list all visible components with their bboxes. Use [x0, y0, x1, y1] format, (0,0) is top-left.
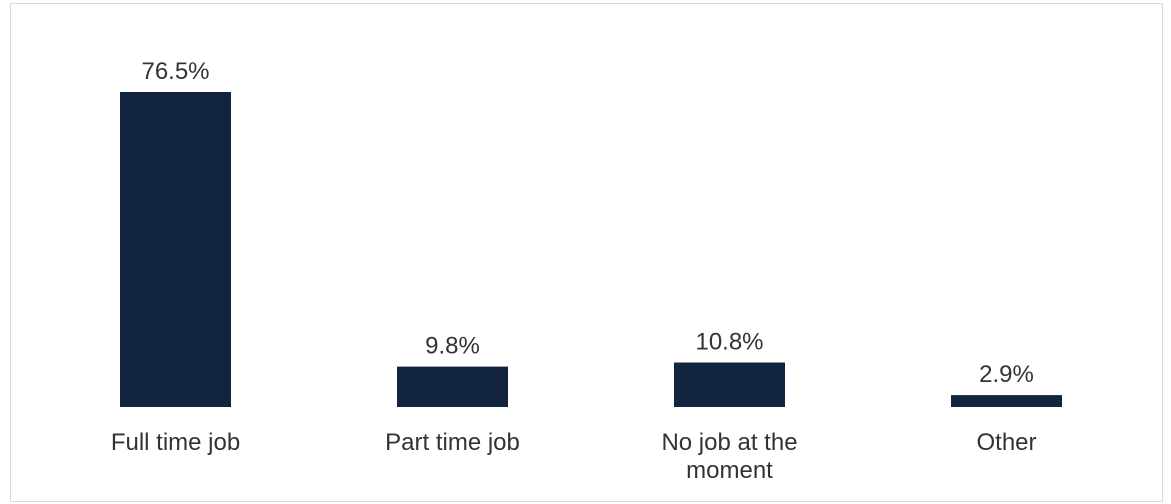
category-label-0: Full time job	[111, 429, 240, 456]
data-label-1: 9.8%	[425, 333, 480, 360]
data-label-3: 2.9%	[979, 361, 1034, 388]
bars-group	[120, 92, 1062, 407]
bar-3	[951, 395, 1062, 407]
bar-1	[397, 366, 508, 407]
data-label-0: 76.5%	[141, 58, 209, 85]
data-label-2: 10.8%	[695, 329, 763, 356]
category-label-1: Part time job	[385, 429, 520, 456]
bar-0	[120, 92, 231, 407]
category-label-2-line-0: No job at the	[661, 429, 797, 456]
category-labels-group: Full time job Part time job No job at them…	[111, 429, 1037, 484]
category-label-2-line-1: moment	[686, 457, 773, 484]
data-labels-group: 76.5% 9.8% 10.8% 2.9%	[141, 58, 1033, 388]
category-label-3: Other	[976, 429, 1036, 456]
bar-2	[674, 362, 785, 407]
